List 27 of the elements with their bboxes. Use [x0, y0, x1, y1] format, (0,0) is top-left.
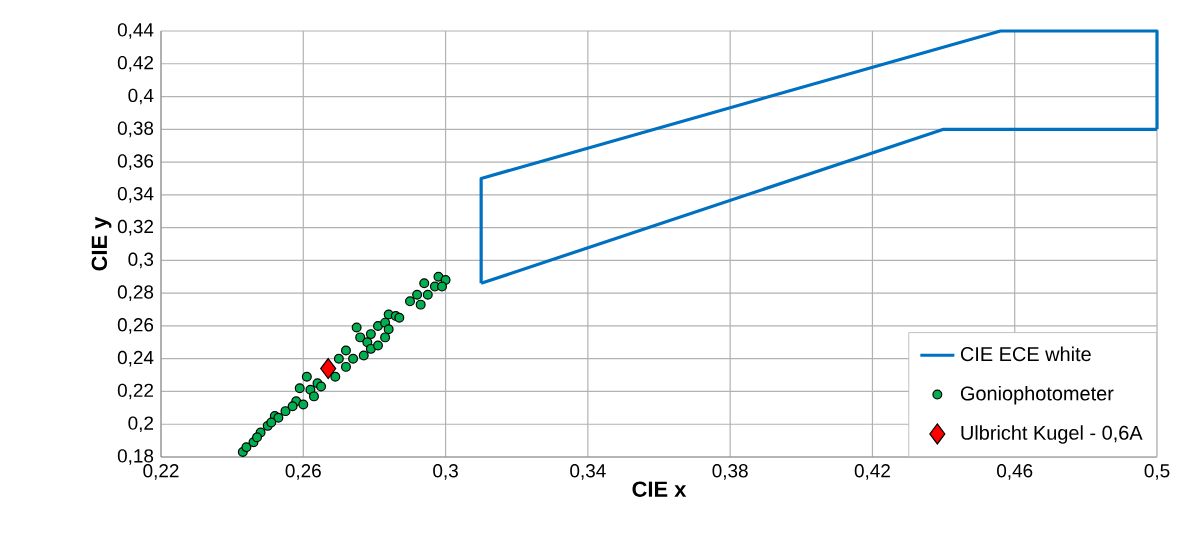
y-axis-title: CIE y [91, 216, 112, 271]
y-tick-label: 0,28 [117, 285, 154, 301]
y-tick-label: 0,18 [117, 449, 154, 465]
legend-label: Ulbricht Kugel - 0,6A [961, 425, 1143, 444]
x-tick-label: 0,5 [1144, 464, 1170, 480]
y-tick-label: 0,3 [128, 252, 154, 269]
y-tick-label: 0,24 [117, 350, 154, 367]
y-tick-label: 0,22 [117, 383, 154, 400]
y-tick-label: 0,26 [117, 318, 154, 334]
x-axis-title: CIE x [632, 481, 687, 497]
y-tick-label: 0,2 [128, 416, 154, 433]
y-tick-label: 0,36 [117, 154, 154, 170]
x-tick-label: 0,42 [854, 464, 890, 480]
y-tick-label: 0,42 [117, 55, 154, 72]
x-tick-label: 0,22 [143, 464, 179, 480]
x-tick-label: 0,46 [997, 464, 1033, 480]
y-tick-label: 0,38 [117, 121, 154, 138]
legend-label: CIE ECE white [960, 346, 1091, 362]
y-tick-label: 0,4 [128, 88, 154, 105]
x-tick-label: 0,38 [712, 464, 748, 480]
x-tick-label: 0,3 [433, 464, 458, 480]
x-tick-label: 0,34 [570, 464, 606, 480]
y-tick-label: 0,44 [117, 23, 154, 39]
y-tick-label: 0,34 [117, 187, 154, 203]
legend-label: Goniophotometer [960, 385, 1114, 405]
y-tick-label: 0,32 [117, 219, 154, 236]
x-tick-label: 0,26 [285, 464, 321, 480]
